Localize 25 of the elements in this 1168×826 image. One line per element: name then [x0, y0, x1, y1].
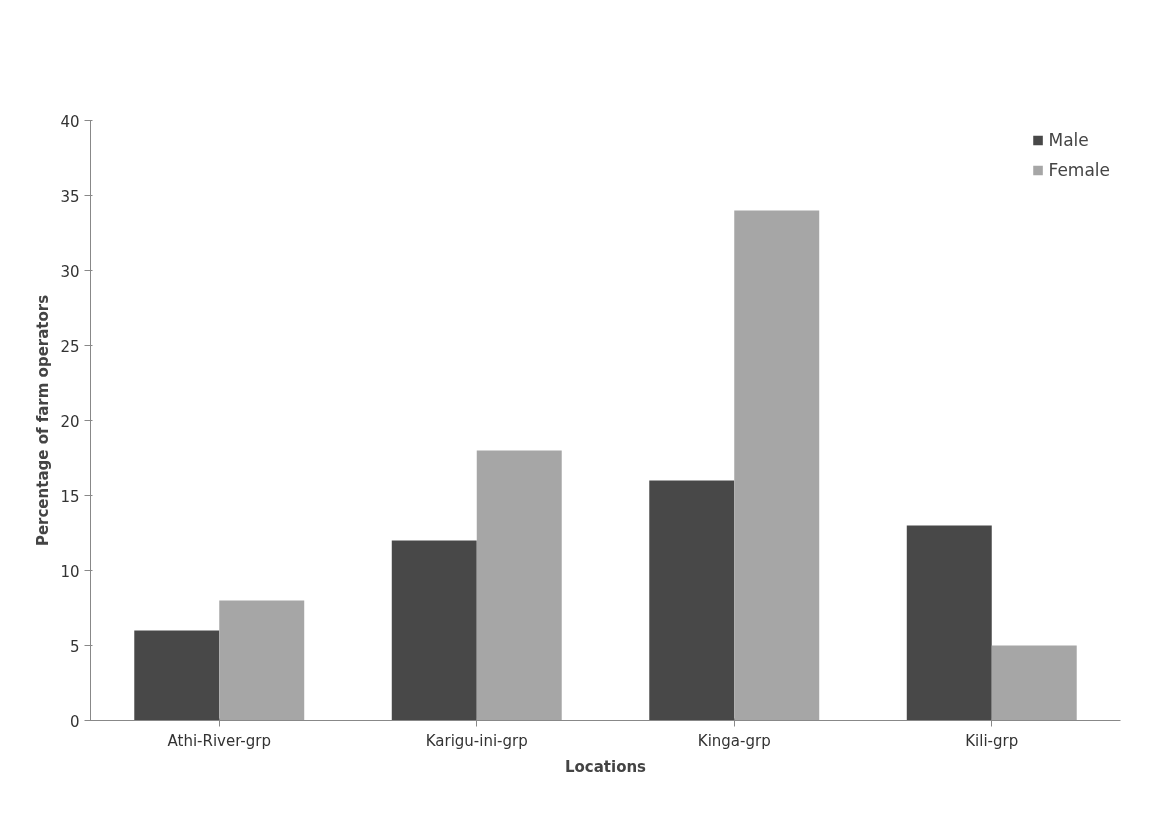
- bar: [906, 525, 992, 721]
- y-tick-label: 25: [60, 337, 80, 356]
- y-tick-label: 0: [69, 712, 80, 731]
- bar: [219, 600, 305, 721]
- y-tick-label: 5: [69, 637, 80, 656]
- y-tick-label: 35: [60, 187, 80, 206]
- x-tick-label: Kinga-grp: [697, 731, 771, 750]
- legend-label: Male: [1048, 130, 1089, 150]
- x-axis-title: Locations: [564, 757, 647, 776]
- bar: [391, 540, 477, 721]
- x-tick-label: Athi-River-grp: [167, 731, 271, 750]
- bar: [649, 480, 735, 721]
- bar: [134, 630, 220, 721]
- y-tick-label: 20: [60, 412, 80, 431]
- bar: [991, 645, 1077, 721]
- bar: [476, 450, 562, 721]
- bar: [734, 210, 820, 721]
- y-tick-label: 30: [60, 262, 80, 281]
- x-tick-label: Kili-grp: [965, 731, 1019, 750]
- y-tick-label: 40: [60, 112, 80, 131]
- y-tick-label: 10: [60, 562, 80, 581]
- y-tick-label: 15: [60, 487, 80, 506]
- y-axis-title: Percentage of farm operators: [34, 294, 53, 547]
- legend-label: Female: [1048, 160, 1110, 180]
- x-tick-label: Karigu-ini-grp: [425, 731, 528, 750]
